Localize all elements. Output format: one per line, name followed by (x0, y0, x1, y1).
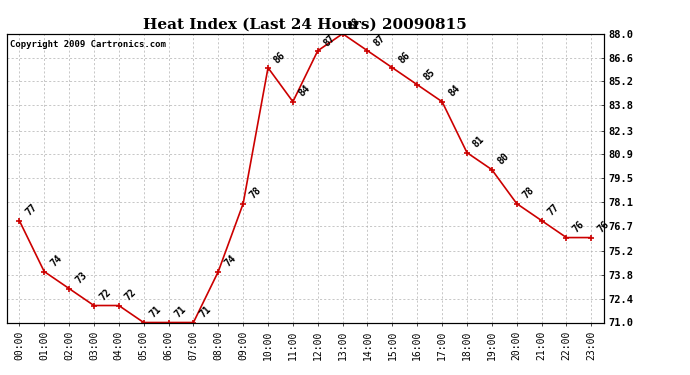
Text: 81: 81 (471, 135, 486, 150)
Text: 85: 85 (422, 66, 437, 82)
Text: 76: 76 (571, 219, 586, 235)
Text: Copyright 2009 Cartronics.com: Copyright 2009 Cartronics.com (10, 39, 166, 48)
Text: 86: 86 (397, 50, 412, 65)
Text: 87: 87 (372, 33, 387, 48)
Text: 86: 86 (272, 50, 288, 65)
Text: 76: 76 (595, 219, 611, 235)
Title: Heat Index (Last 24 Hours) 20090815: Heat Index (Last 24 Hours) 20090815 (144, 17, 467, 31)
Text: 87: 87 (322, 33, 337, 48)
Text: 72: 72 (123, 287, 139, 303)
Text: 84: 84 (297, 84, 313, 99)
Text: 71: 71 (172, 304, 188, 320)
Text: 71: 71 (148, 304, 164, 320)
Text: 71: 71 (197, 304, 213, 320)
Text: 74: 74 (222, 254, 238, 269)
Text: 74: 74 (48, 254, 63, 269)
Text: 88: 88 (347, 16, 362, 31)
Text: 84: 84 (446, 84, 462, 99)
Text: 77: 77 (546, 202, 561, 218)
Text: 80: 80 (496, 152, 511, 167)
Text: 78: 78 (247, 186, 263, 201)
Text: 78: 78 (521, 186, 536, 201)
Text: 73: 73 (73, 270, 88, 286)
Text: 72: 72 (98, 287, 113, 303)
Text: 77: 77 (23, 202, 39, 218)
